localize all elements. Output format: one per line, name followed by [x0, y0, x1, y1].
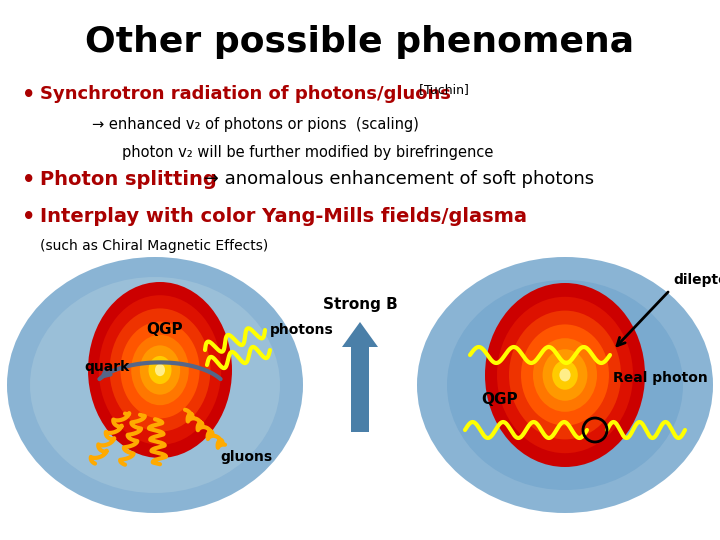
Text: photon v₂ will be further modified by birefringence: photon v₂ will be further modified by bi… — [122, 145, 493, 160]
Ellipse shape — [552, 360, 577, 390]
Ellipse shape — [543, 349, 588, 401]
Text: Other possible phenomena: Other possible phenomena — [86, 25, 634, 59]
Text: •: • — [22, 170, 35, 190]
Ellipse shape — [521, 325, 609, 426]
Ellipse shape — [497, 297, 633, 453]
Text: Photon splitting: Photon splitting — [40, 170, 217, 189]
Text: Strong B: Strong B — [323, 297, 397, 312]
Ellipse shape — [30, 277, 280, 493]
Ellipse shape — [99, 295, 221, 445]
Ellipse shape — [533, 338, 597, 412]
Ellipse shape — [559, 369, 571, 381]
Text: dilepton: dilepton — [673, 273, 720, 287]
Ellipse shape — [155, 364, 165, 376]
FancyArrow shape — [342, 322, 378, 432]
Ellipse shape — [140, 346, 180, 395]
Text: quark: quark — [84, 360, 130, 374]
Text: → enhanced v₂ of photons or pions  (scaling): → enhanced v₂ of photons or pions (scali… — [92, 117, 419, 132]
Ellipse shape — [417, 257, 713, 513]
Ellipse shape — [447, 280, 683, 490]
Ellipse shape — [7, 257, 303, 513]
Ellipse shape — [109, 308, 210, 431]
Text: •: • — [22, 207, 35, 227]
Text: QGP: QGP — [147, 322, 184, 338]
Text: QGP: QGP — [482, 393, 518, 408]
Ellipse shape — [485, 283, 645, 467]
Text: Synchrotron radiation of photons/gluons: Synchrotron radiation of photons/gluons — [40, 85, 451, 103]
Text: Real photon: Real photon — [613, 371, 708, 385]
Text: [Tuchin]: [Tuchin] — [415, 83, 469, 96]
Text: photons: photons — [270, 323, 334, 337]
Ellipse shape — [509, 310, 621, 440]
Text: (such as Chiral Magnetic Effects): (such as Chiral Magnetic Effects) — [40, 239, 269, 253]
Ellipse shape — [131, 335, 189, 405]
Ellipse shape — [88, 282, 232, 458]
Text: •: • — [22, 85, 35, 105]
Ellipse shape — [148, 356, 171, 384]
Text: gluons: gluons — [220, 450, 272, 464]
Ellipse shape — [120, 322, 199, 418]
Text: Interplay with color Yang-Mills fields/glasma: Interplay with color Yang-Mills fields/g… — [40, 207, 527, 226]
Text: → anomalous enhancement of soft photons: → anomalous enhancement of soft photons — [198, 170, 594, 188]
